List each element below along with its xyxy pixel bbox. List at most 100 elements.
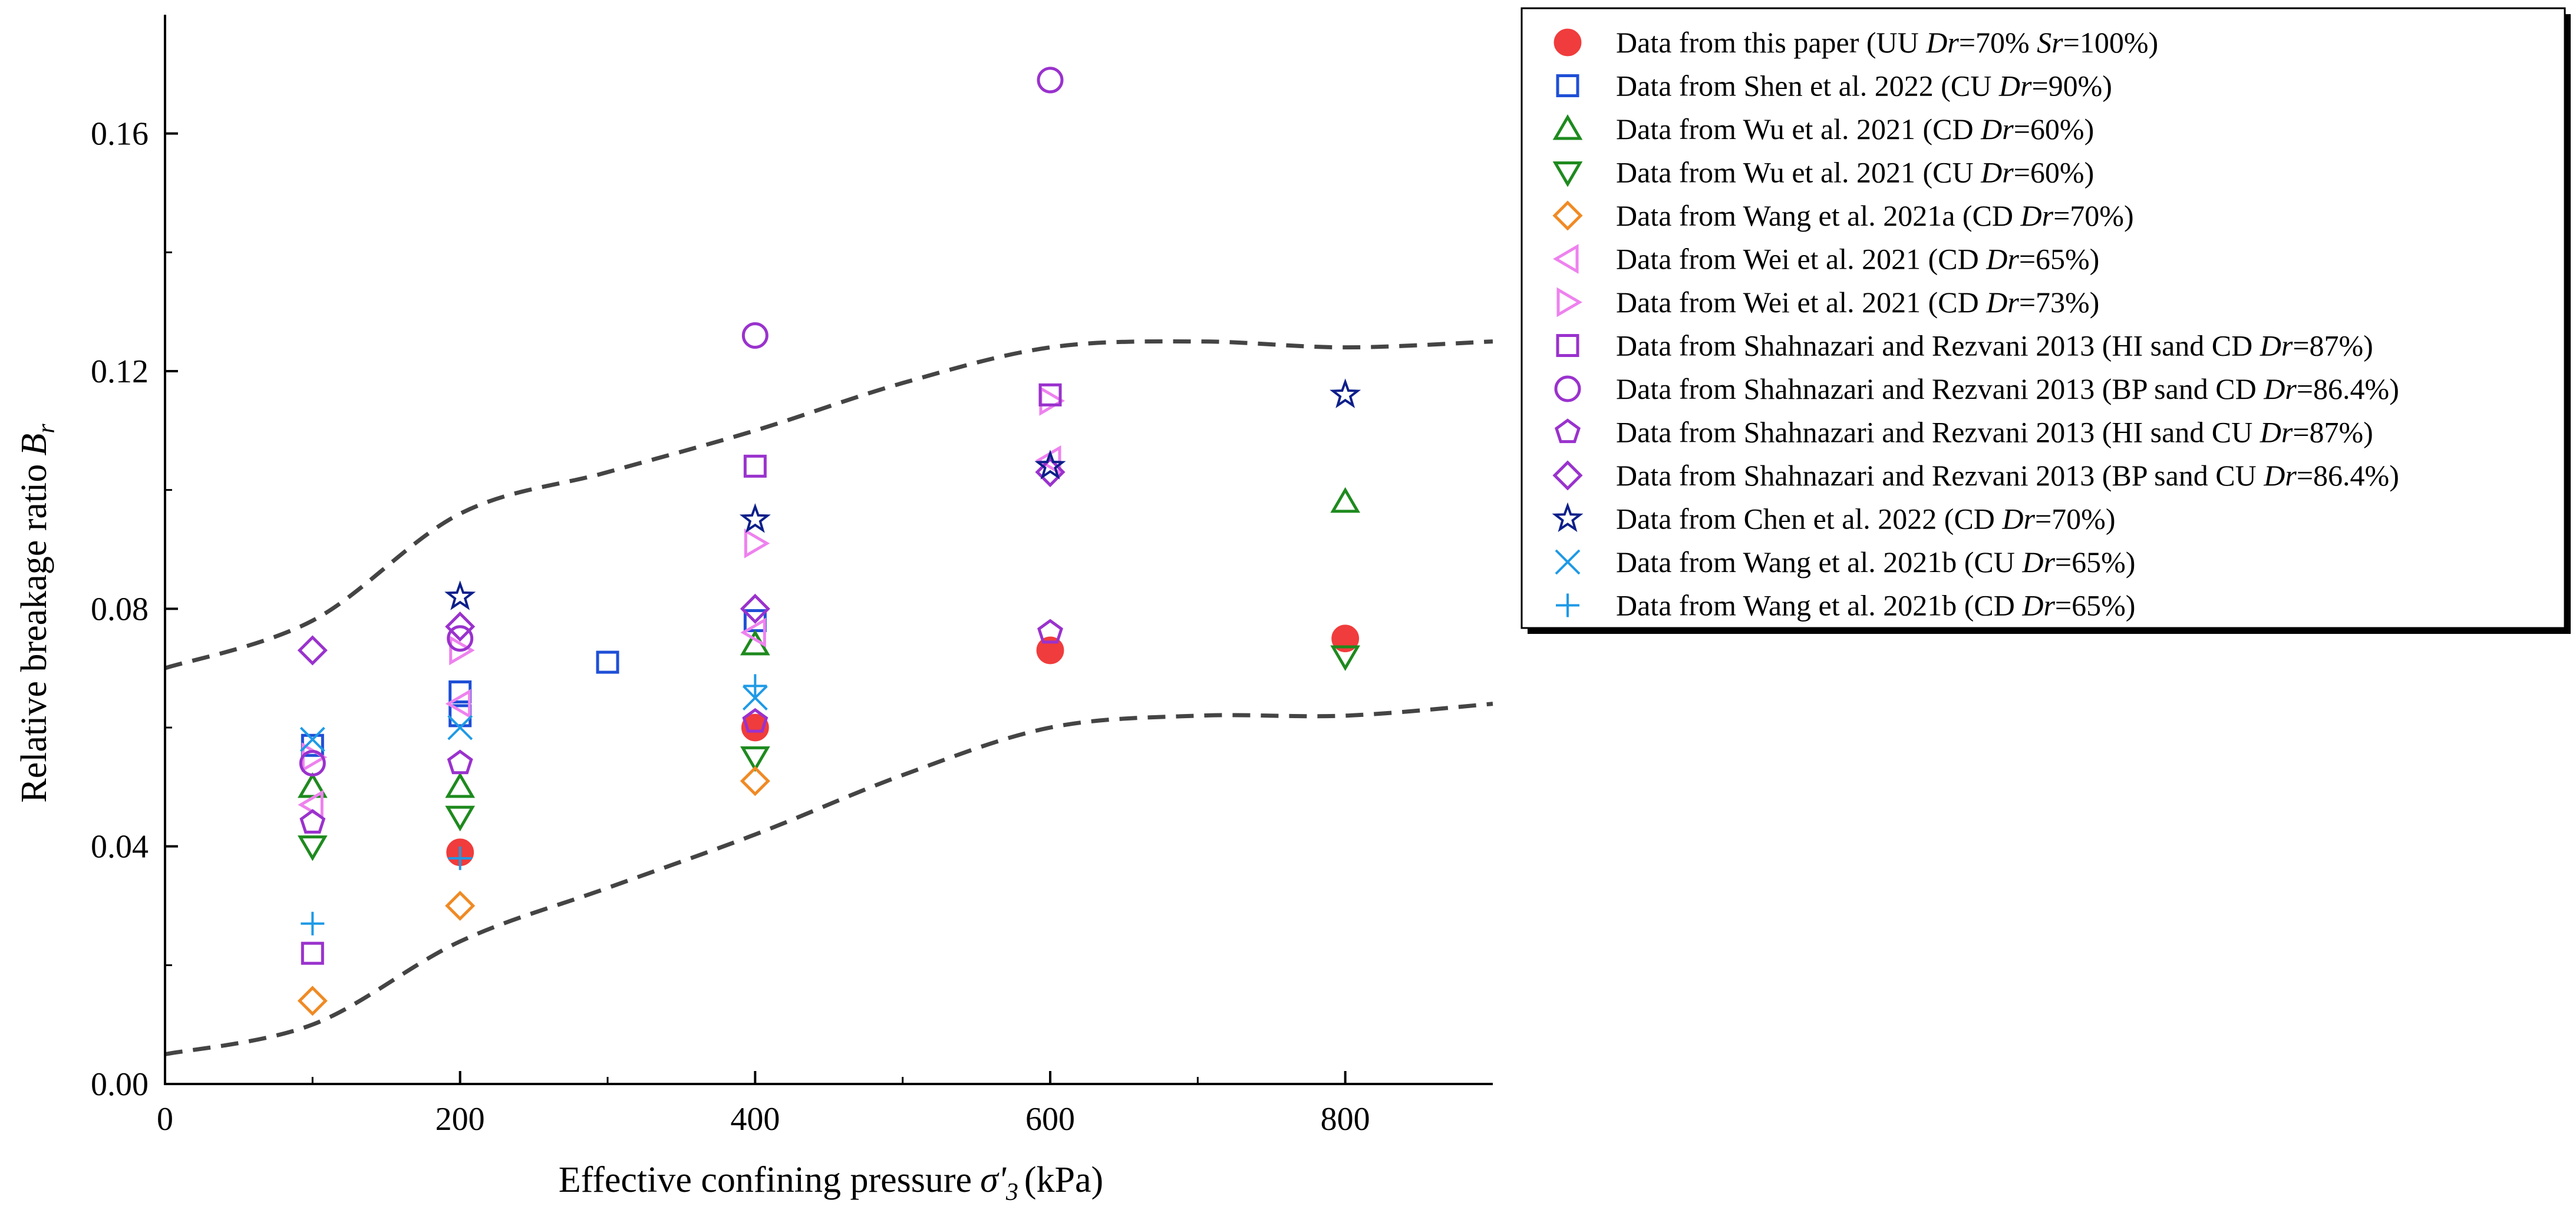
series-4 — [297, 645, 1361, 861]
legend-marker-icon — [1552, 460, 1583, 491]
data-point — [297, 835, 328, 861]
legend-label: Data from Shahnazari and Rezvani 2013 (B… — [1616, 372, 2399, 405]
legend-marker-icon — [1556, 74, 1579, 97]
data-point — [744, 528, 770, 558]
x-axis-title: Effective confining pressure σ'3 (kPa) — [559, 1160, 1103, 1206]
data-point — [301, 941, 324, 965]
data-point — [444, 580, 476, 610]
legend-item: Data from this paper (UU Dr=70% Sr=100%) — [1553, 26, 2158, 59]
legend-marker-icon — [1553, 28, 1582, 57]
series-9 — [299, 67, 1064, 776]
series-5 — [297, 766, 770, 1016]
legend-label: Data from Shahnazari and Rezvani 2013 (B… — [1616, 459, 2399, 492]
data-point — [596, 650, 619, 674]
legend-marker-icon — [1552, 200, 1583, 231]
legend-marker-icon — [1552, 114, 1583, 140]
data-point — [445, 689, 471, 719]
legend-item: Data from Wang et al. 2021b (CU Dr=65%) — [1555, 546, 2135, 579]
legend-item: Data from Wu et al. 2021 (CD Dr=60%) — [1552, 113, 2094, 146]
x-tick-label: 600 — [1025, 1101, 1075, 1138]
data-point — [445, 805, 476, 832]
legend-item: Data from Wang et al. 2021b (CD Dr=65%) — [1556, 589, 2135, 622]
legend: Data from this paper (UU Dr=70% Sr=100%)… — [1520, 7, 2571, 634]
series-8 — [301, 383, 1062, 965]
legend-label: Data from Chen et al. 2022 (CD Dr=70%) — [1616, 503, 2115, 536]
data-point — [742, 685, 768, 710]
x-tick-label: 0 — [157, 1101, 173, 1138]
legend-label: Data from Wu et al. 2021 (CD Dr=60%) — [1616, 113, 2094, 146]
legend-label: Data from Wei et al. 2021 (CD Dr=73%) — [1616, 286, 2099, 319]
legend-marker-icon — [1553, 244, 1579, 274]
data-point — [1034, 449, 1066, 480]
series-7 — [301, 386, 1065, 772]
y-tick-label: 0.16 — [91, 116, 149, 153]
upper-bound-envelope-line — [164, 339, 1493, 670]
legend-marker-icon — [1552, 161, 1583, 187]
data-point — [742, 708, 768, 733]
x-axis-unit: (kPa) — [1024, 1160, 1103, 1200]
x-tick-label: 200 — [436, 1101, 485, 1138]
axis-frame — [164, 15, 1493, 1085]
data-point — [447, 749, 473, 775]
data-point — [740, 766, 770, 796]
data-point — [297, 635, 328, 666]
data-point — [1035, 457, 1066, 487]
data-point — [1036, 636, 1064, 665]
legend-label: Data from Shahnazari and Rezvani 2013 (H… — [1616, 416, 2373, 449]
legend-item: Data from Shen et al. 2022 (CU Dr=90%) — [1556, 70, 2112, 103]
legend-item: Data from Wang et al. 2021a (CD Dr=70%) — [1552, 199, 2134, 232]
data-point — [299, 809, 326, 834]
data-point — [1330, 645, 1361, 671]
data-point — [1330, 378, 1361, 408]
axes: 0 200 400 600 800 0.00 0.04 0.08 0.12 0.16 — [91, 15, 1493, 1138]
data-point — [299, 750, 326, 776]
x-tick-label: 400 — [730, 1101, 780, 1138]
legend-label: Data from Shen et al. 2022 (CU Dr=90%) — [1616, 70, 2112, 103]
data-point — [445, 612, 476, 642]
y-axis-title-text: Relative breakage ratio — [14, 464, 54, 803]
series-6 — [298, 445, 1061, 820]
data-point — [447, 715, 473, 741]
legend-item: Data from Shahnazari and Rezvani 2013 (H… — [1556, 329, 2373, 362]
plot-area — [164, 67, 1493, 1057]
legend-label: Data from Wang et al. 2021b (CU Dr=65%) — [1616, 546, 2135, 579]
legend-marker-icon — [1556, 593, 1579, 617]
data-point — [1037, 67, 1064, 94]
data-point — [445, 772, 476, 798]
legend-marker-icon — [1555, 418, 1581, 444]
data-point — [1331, 624, 1360, 653]
legend-item: Data from Chen et al. 2022 (CD Dr=70%) — [1552, 502, 2115, 536]
series-13 — [299, 685, 768, 752]
legend-label: Data from Wei et al. 2021 (CD Dr=65%) — [1616, 243, 2099, 276]
legend-marker-icon — [1552, 502, 1584, 533]
legend-marker-icon — [1556, 334, 1579, 357]
legend-item: Data from Wu et al. 2021 (CU Dr=60%) — [1552, 156, 2094, 189]
data-point — [743, 454, 767, 478]
series-12 — [444, 378, 1361, 610]
data-point — [445, 890, 476, 921]
legend-label: Data from Wang et al. 2021b (CD Dr=65%) — [1616, 589, 2135, 622]
data-point — [1037, 619, 1063, 644]
legend-label: Data from Wu et al. 2021 (CU Dr=60%) — [1616, 156, 2094, 189]
x-tick-label: 800 — [1321, 1101, 1370, 1138]
legend-item: Data from Wei et al. 2021 (CD Dr=73%) — [1556, 286, 2099, 319]
legend-label: Data from this paper (UU Dr=70% Sr=100%) — [1616, 26, 2158, 59]
data-point — [299, 726, 325, 752]
lower-bound-envelope-line — [164, 702, 1493, 1057]
y-tick-label: 0.00 — [91, 1066, 149, 1103]
series-2 — [301, 609, 767, 757]
data-point — [448, 846, 472, 870]
data-point — [743, 674, 767, 698]
y-tick-label: 0.08 — [91, 591, 149, 627]
x-axis-title-text: Effective confining pressure — [559, 1160, 972, 1200]
series-10 — [299, 619, 1063, 834]
legend-label: Data from Wang et al. 2021a (CD Dr=70%) — [1616, 199, 2134, 232]
series-11 — [297, 457, 1066, 666]
data-point — [1038, 383, 1062, 406]
data-point — [739, 503, 771, 533]
series-1 — [446, 624, 1360, 867]
y-axis-title: Relative breakage ratioBr — [14, 424, 60, 803]
legend-label: Data from Shahnazari and Rezvani 2013 (H… — [1616, 329, 2373, 362]
legend-box — [1520, 7, 2566, 629]
